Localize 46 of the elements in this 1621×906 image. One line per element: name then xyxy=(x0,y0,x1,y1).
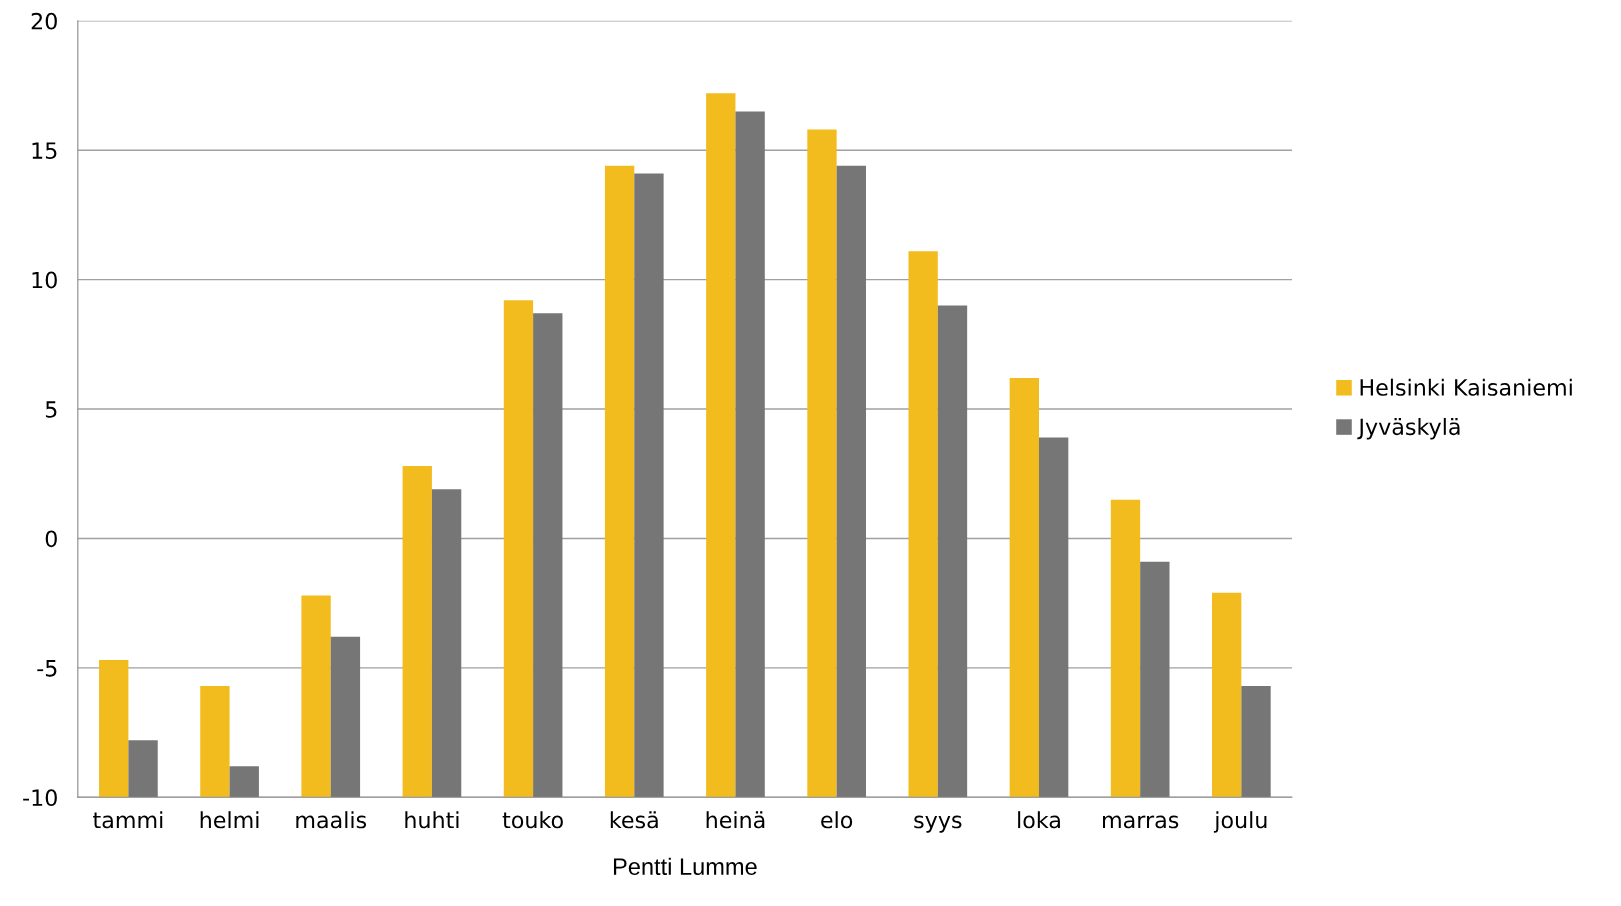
y-tick-label: 5 xyxy=(45,401,57,418)
bar xyxy=(503,300,534,798)
x-tick-label: helmi xyxy=(200,811,259,829)
x-tick-label: kesä xyxy=(610,811,658,829)
legend-label: Jyväskylä xyxy=(1357,417,1460,440)
y-tick-label: 0 xyxy=(45,530,57,548)
y-tick-label: 10 xyxy=(32,271,57,289)
x-axis-title: Pentti Lumme xyxy=(613,857,757,876)
bar xyxy=(229,766,259,798)
bar xyxy=(1140,561,1170,798)
bar xyxy=(1241,685,1271,798)
y-tick-label: 20 xyxy=(31,12,57,30)
bar xyxy=(604,165,635,798)
x-tick-label: elo xyxy=(821,811,853,829)
bar xyxy=(1110,499,1141,798)
bar xyxy=(836,165,866,798)
x-tick-label: heinä xyxy=(706,811,765,829)
y-tick-label: -5 xyxy=(37,660,57,677)
x-tick-label: maalis xyxy=(296,811,367,829)
bar xyxy=(533,313,563,798)
bar xyxy=(735,111,765,798)
bar xyxy=(1212,592,1242,798)
bar xyxy=(937,305,968,798)
x-tick-label: huhti xyxy=(405,811,459,829)
bar xyxy=(330,636,361,798)
bar xyxy=(1009,378,1039,798)
bar xyxy=(634,173,664,798)
x-tick-label: syys xyxy=(914,815,962,833)
bar xyxy=(431,489,462,798)
legend-label: Helsinki Kaisaniemi xyxy=(1360,378,1572,396)
x-tick-label: tammi xyxy=(93,811,163,829)
bar xyxy=(1038,437,1069,798)
bar xyxy=(402,466,432,798)
bar xyxy=(301,595,331,798)
x-tick-label: loka xyxy=(1018,811,1060,829)
x-tick-label: joulu xyxy=(1213,811,1267,833)
bar xyxy=(706,93,736,798)
bar xyxy=(128,740,158,798)
bar xyxy=(99,660,129,798)
y-tick-label: 15 xyxy=(32,142,57,159)
bar xyxy=(807,129,837,798)
bar xyxy=(200,685,230,798)
bar xyxy=(908,251,938,798)
y-tick-label: -10 xyxy=(23,789,57,807)
x-tick-label: touko xyxy=(502,811,563,829)
x-tick-label: marras xyxy=(1103,815,1179,829)
